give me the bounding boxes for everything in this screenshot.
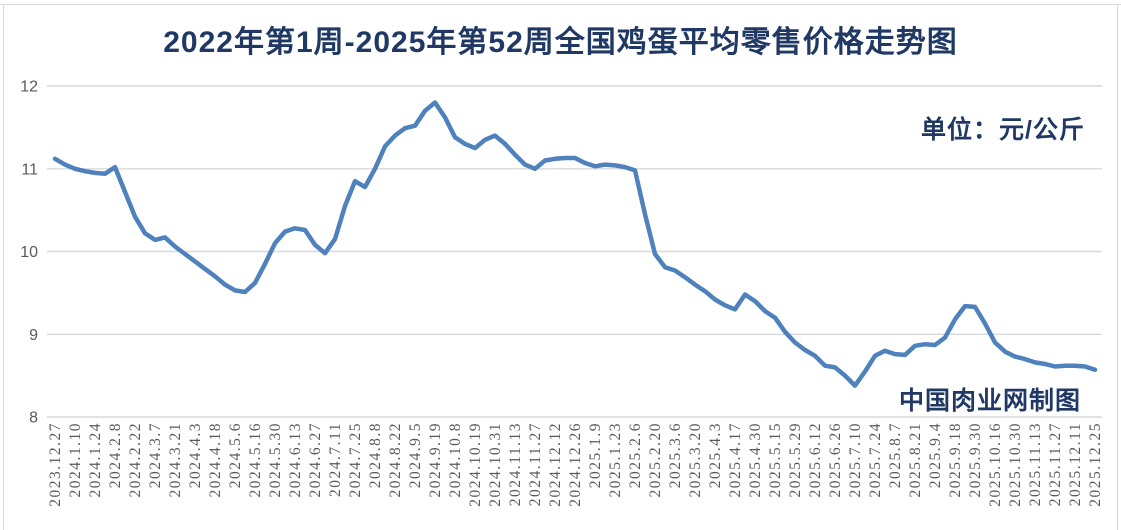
x-tick-label: 2025.2.6 bbox=[627, 422, 644, 488]
x-tick-label: 2025.5.15 bbox=[767, 422, 784, 498]
x-tick-label: 2025.4.30 bbox=[747, 422, 764, 498]
x-tick-label: 2024.4.3 bbox=[187, 422, 204, 488]
y-tick-label: 12 bbox=[20, 79, 38, 96]
y-axis-labels: 8 9 10 11 12 bbox=[20, 79, 38, 427]
x-tick-label: 2024.5.16 bbox=[247, 422, 264, 498]
x-tick-label: 2025.4.17 bbox=[727, 422, 744, 498]
x-tick-label: 2025.7.10 bbox=[847, 422, 864, 498]
x-tick-label: 2025.9.4 bbox=[927, 422, 944, 488]
price-line bbox=[52, 100, 1098, 388]
x-tick-label: 2024.11.13 bbox=[507, 422, 524, 506]
x-axis-labels: 2023.12.27 2024.1.10 2024.1.24 2024.2.8 2024… bbox=[47, 422, 1104, 507]
x-tick-label: 2024.6.27 bbox=[307, 422, 324, 498]
x-tick-label: 2024.2.22 bbox=[127, 422, 144, 498]
gridlines bbox=[47, 85, 1102, 418]
x-tick-label: 2024.9.19 bbox=[427, 422, 444, 498]
y-tick-label: 11 bbox=[21, 161, 38, 178]
x-tick-label: 2025.2.20 bbox=[647, 422, 664, 498]
x-tick-label: 2025.9.18 bbox=[947, 422, 964, 498]
x-tick-label: 2024.12.26 bbox=[567, 422, 584, 507]
frame-border-top bbox=[0, 4, 1121, 5]
x-tick-label: 2024.10.8 bbox=[447, 422, 464, 498]
x-tick-label: 2024.7.11 bbox=[327, 422, 344, 497]
x-tick-label: 2025.6.12 bbox=[807, 422, 824, 498]
x-tick-label: 2024.11.27 bbox=[527, 422, 544, 506]
x-tick-label: 2025.8.21 bbox=[907, 422, 924, 498]
x-tick-label: 2025.5.29 bbox=[787, 422, 804, 498]
x-tick-label: 2024.8.8 bbox=[367, 422, 384, 488]
x-tick-label: 2025.11.27 bbox=[1047, 422, 1064, 506]
y-tick-label: 9 bbox=[29, 327, 38, 344]
x-tick-label: 2024.5.30 bbox=[267, 422, 284, 498]
x-tick-label: 2024.5.6 bbox=[227, 422, 244, 488]
x-tick-label: 2025.12.25 bbox=[1087, 422, 1104, 507]
x-tick-label: 2025.3.6 bbox=[667, 422, 684, 488]
x-tick-label: 2024.4.18 bbox=[207, 422, 224, 498]
chart-title: 2022年第1周-2025年第52周全国鸡蛋平均零售价格走势图 bbox=[163, 26, 958, 59]
x-tick-label: 2025.1.23 bbox=[607, 422, 624, 498]
x-tick-label: 2025.11.13 bbox=[1027, 422, 1044, 506]
x-tick-label: 2025.1.9 bbox=[587, 422, 604, 488]
x-tick-label: 2025.10.16 bbox=[987, 422, 1004, 507]
x-tick-label: 2024.2.8 bbox=[107, 422, 124, 488]
x-tick-label: 2025.3.20 bbox=[687, 422, 704, 498]
frame-border-right bbox=[1117, 4, 1118, 530]
y-tick-label: 8 bbox=[29, 410, 38, 427]
x-tick-label: 2024.9.5 bbox=[407, 422, 424, 488]
x-tick-label: 2024.7.25 bbox=[347, 422, 364, 498]
x-tick-label: 2024.12.12 bbox=[547, 422, 564, 507]
x-tick-label: 2024.10.19 bbox=[467, 422, 484, 507]
frame-border-left bbox=[3, 4, 4, 530]
x-tick-label: 2025.8.7 bbox=[887, 422, 904, 488]
unit-label: 单位：元/公斤 bbox=[921, 116, 1085, 144]
x-tick-label: 2025.9.30 bbox=[967, 422, 984, 498]
x-tick-label: 2024.1.24 bbox=[87, 422, 104, 498]
y-tick-label: 10 bbox=[20, 244, 38, 261]
x-tick-label: 2024.8.22 bbox=[387, 422, 404, 498]
x-tick-label: 2025.10.30 bbox=[1007, 422, 1024, 507]
x-tick-label: 2024.3.21 bbox=[167, 422, 184, 498]
x-tick-label: 2024.10.31 bbox=[487, 422, 504, 507]
x-tick-label: 2025.12.11 bbox=[1067, 422, 1084, 506]
x-tick-label: 2025.6.26 bbox=[827, 422, 844, 498]
x-tick-label: 2023.12.27 bbox=[47, 422, 64, 507]
x-tick-label: 2024.3.7 bbox=[147, 422, 164, 488]
x-tick-label: 2025.4.3 bbox=[707, 422, 724, 488]
x-tick-label: 2024.1.10 bbox=[67, 422, 84, 498]
x-tick-label: 2024.6.13 bbox=[287, 422, 304, 498]
watermark-label: 中国肉业网制图 bbox=[898, 387, 1081, 415]
x-tick-label: 2025.7.24 bbox=[867, 422, 884, 498]
